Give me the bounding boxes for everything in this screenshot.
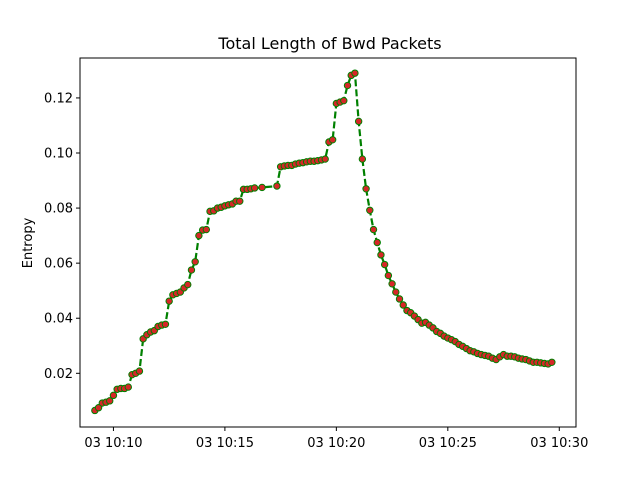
data-point xyxy=(236,197,244,205)
x-axis: 03 10:10 03 10:15 03 10:20 03 10:25 03 10:30 xyxy=(84,427,588,451)
data-point xyxy=(258,183,266,192)
data-point xyxy=(187,266,196,274)
x-tick-label-4: 03 10:30 xyxy=(530,436,588,451)
data-point xyxy=(548,358,556,366)
data-point xyxy=(250,184,259,192)
data-point xyxy=(195,231,203,240)
y-axis-label: Entropy xyxy=(21,217,36,268)
data-point xyxy=(165,297,173,305)
data-point xyxy=(161,320,170,328)
y-tick-label-1: 0.04 xyxy=(44,312,73,327)
y-tick-label-4: 0.10 xyxy=(44,147,73,162)
data-point xyxy=(362,185,370,193)
data-point xyxy=(351,69,359,77)
data-point xyxy=(321,155,329,163)
y-tick-label-2: 0.06 xyxy=(44,257,73,272)
series-markers xyxy=(91,69,556,415)
data-point xyxy=(373,238,381,247)
data-point xyxy=(369,225,378,234)
data-point xyxy=(377,251,385,259)
x-tick-label-0: 03 10:10 xyxy=(84,436,142,451)
data-point xyxy=(191,258,199,266)
data-point xyxy=(328,136,337,144)
data-point xyxy=(109,391,118,400)
y-tick-label-3: 0.08 xyxy=(44,202,73,217)
y-tick-label-0: 0.02 xyxy=(44,367,73,382)
data-point xyxy=(273,182,281,190)
data-point xyxy=(343,81,352,90)
data-point xyxy=(184,280,192,289)
data-point xyxy=(106,397,114,405)
chart-title: Total Length of Bwd Packets xyxy=(217,34,441,53)
data-point xyxy=(395,295,404,303)
data-point xyxy=(124,383,133,391)
y-tick-label-5: 0.12 xyxy=(44,91,73,106)
x-tick-label-3: 03 10:25 xyxy=(419,436,477,451)
plot-area xyxy=(79,57,577,428)
x-tick-label-1: 03 10:15 xyxy=(196,436,254,451)
data-point xyxy=(388,280,396,288)
x-tick-label-2: 03 10:20 xyxy=(307,436,365,451)
data-point xyxy=(94,404,103,412)
data-point xyxy=(202,225,211,234)
data-point xyxy=(135,367,144,375)
data-point xyxy=(392,288,400,296)
data-point xyxy=(384,271,393,280)
data-point xyxy=(399,301,407,309)
data-point xyxy=(366,206,374,214)
data-point xyxy=(340,96,348,105)
y-axis: 0.02 0.04 0.06 0.08 0.10 0.12 xyxy=(44,91,80,382)
data-point xyxy=(354,117,363,126)
data-point xyxy=(358,155,367,163)
data-point xyxy=(380,260,389,269)
